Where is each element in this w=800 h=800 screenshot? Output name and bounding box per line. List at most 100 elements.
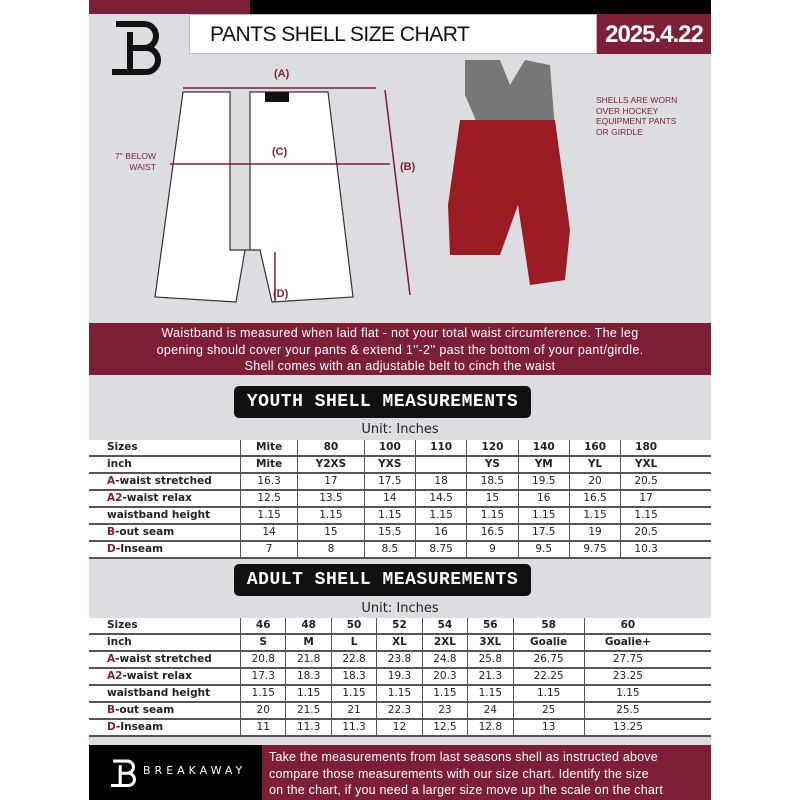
table-padding	[671, 651, 711, 669]
table-cell: 1.15	[512, 685, 585, 703]
buckle-icon	[265, 92, 289, 102]
table-cell: 8	[297, 541, 365, 559]
table-cell: 9	[466, 541, 519, 559]
table-cell: 1.15	[414, 507, 467, 525]
table-cell: 20.3	[421, 668, 468, 686]
table-cell: 9.75	[568, 541, 621, 559]
table-cell: 25	[512, 702, 585, 720]
table-cell: 18.5	[466, 473, 519, 491]
table-cell: 1.15	[620, 507, 671, 525]
table-cell: 16.5	[568, 490, 621, 508]
table-cell: 16.5	[466, 524, 519, 542]
table-padding	[671, 685, 711, 703]
youth-section-title: YOUTH SHELL MEASUREMENTS	[234, 386, 531, 418]
table-row: inch S M L XL 2XL 3XL Goalie Goalie+	[89, 634, 711, 652]
label-a: (A)	[274, 68, 290, 80]
table-cell: Mite	[239, 440, 298, 457]
table-cell: Mite	[239, 456, 298, 474]
table-cell: 1.15	[467, 685, 514, 703]
table-cell: 23	[421, 702, 468, 720]
table-padding	[671, 618, 711, 635]
table-cell: 12.5	[421, 719, 468, 737]
table-cell: 22.25	[512, 668, 585, 686]
table-cell: 2XL	[421, 634, 468, 652]
pants-diagram	[154, 87, 411, 303]
table-cell: 24.8	[421, 651, 468, 669]
table-cell: 20.5	[620, 524, 671, 542]
table-cell: YXL	[620, 456, 671, 474]
adult-section-title: ADULT SHELL MEASUREMENTS	[234, 564, 531, 596]
row-label: D-Inseam	[89, 719, 241, 737]
table-cell: 26.75	[512, 651, 585, 669]
table-cell: S	[239, 634, 286, 652]
footer-brand-block	[89, 745, 262, 800]
table-cell: 10.3	[620, 541, 671, 559]
table-cell: 1.15	[239, 507, 298, 525]
table-row: A2-waist relax 17.3 18.3 18.3 19.3 20.3 21.3 22…	[89, 668, 711, 686]
table-row: waistband height 1.15 1.15 1.15 1.15 1.15 1.15…	[89, 507, 711, 525]
table-cell: 100	[363, 440, 416, 457]
table-cell: L	[330, 634, 377, 652]
table-cell: 22.3	[376, 702, 423, 720]
table-cell: 54	[421, 618, 468, 635]
table-cell: 25.8	[467, 651, 514, 669]
table-cell: 12.5	[239, 490, 298, 508]
table-cell: 50	[330, 618, 377, 635]
table-cell: 11	[239, 719, 286, 737]
table-cell: 1.15	[239, 685, 286, 703]
table-cell: 46	[239, 618, 286, 635]
table-row: A-waist stretched 20.8 21.8 22.8 23.8 24.8 25.…	[89, 651, 711, 669]
table-padding	[671, 507, 711, 525]
table-cell: 11.3	[330, 719, 377, 737]
table-cell: 3XL	[467, 634, 514, 652]
brand-name: BREAKAWAY	[143, 764, 247, 777]
table-cell: 7	[239, 541, 298, 559]
table-cell: 23.8	[376, 651, 423, 669]
table-row: Sizes Mite 80 100 110 120 140 160 180	[89, 440, 711, 457]
top-bar	[250, 0, 711, 14]
table-cell: XL	[376, 634, 423, 652]
table-cell: 1.15	[297, 507, 365, 525]
table-cell: 12	[376, 719, 423, 737]
table-cell: 27.75	[583, 651, 671, 669]
table-cell: 21.3	[467, 668, 514, 686]
table-cell: 16	[414, 524, 467, 542]
table-cell: 13	[512, 719, 585, 737]
row-label: inch	[89, 634, 241, 652]
row-label: D-Inseam	[89, 541, 241, 559]
table-row: B-out seam 20 21.5 21 22.3 23 24 25 25.5	[89, 702, 711, 720]
table-padding	[671, 440, 711, 457]
table-cell: 22.8	[330, 651, 377, 669]
table-row: A-waist stretched 16.3 17 17.5 18 18.5 19.5 20 2…	[89, 473, 711, 491]
table-cell: 15	[466, 490, 519, 508]
top-bar-accent	[89, 0, 250, 14]
table-cell: 11.3	[285, 719, 332, 737]
table-padding	[671, 541, 711, 559]
row-label: Sizes	[89, 618, 241, 635]
table-cell: 1.15	[583, 685, 671, 703]
row-label: A2-waist relax	[89, 490, 241, 508]
table-cell: 16.3	[239, 473, 298, 491]
table-padding	[671, 524, 711, 542]
table-padding	[671, 473, 711, 491]
table-cell: YXS	[363, 456, 416, 474]
label-b: (B)	[400, 161, 416, 173]
table-cell: 25.5	[583, 702, 671, 720]
table-padding	[671, 456, 711, 474]
table-cell: 14.5	[414, 490, 467, 508]
table-cell: 21.5	[285, 702, 332, 720]
table-cell: 20	[568, 473, 621, 491]
table-cell: M	[285, 634, 332, 652]
table-cell: 58	[512, 618, 585, 635]
label-d: (D)	[273, 288, 289, 300]
table-cell: 8.5	[363, 541, 416, 559]
table-row: D-Inseam 11 11.3 11.3 12 12.5 12.8 13 13.25	[89, 719, 711, 737]
table-padding	[671, 668, 711, 686]
table-cell: 21	[330, 702, 377, 720]
table-cell: 1.15	[517, 507, 570, 525]
table-cell: 80	[297, 440, 365, 457]
row-label: Sizes	[89, 440, 241, 457]
table-row: Sizes 46 48 50 52 54 56 58 60	[89, 618, 711, 635]
table-cell: 56	[467, 618, 514, 635]
row-label: waistband height	[89, 507, 241, 525]
